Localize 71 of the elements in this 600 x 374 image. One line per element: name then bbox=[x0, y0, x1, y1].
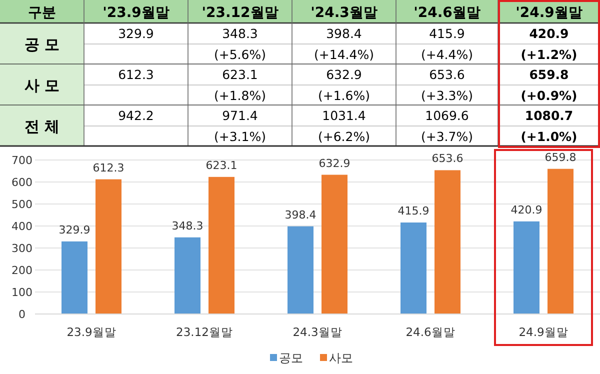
x-tick-label: 24.3월말 bbox=[292, 325, 342, 339]
text: (+1.2%) bbox=[520, 47, 578, 62]
x-tick-label: 23.9월말 bbox=[66, 325, 116, 339]
y-tick-label: 600 bbox=[12, 176, 32, 189]
x-tick-label: 24.9월말 bbox=[518, 325, 568, 339]
bar bbox=[400, 222, 426, 314]
x-tick-label: 24.6월말 bbox=[406, 325, 456, 339]
bar bbox=[288, 226, 314, 314]
data-label: 398.4 bbox=[326, 26, 362, 41]
bar bbox=[62, 241, 88, 314]
text: (+14.4%) bbox=[314, 47, 374, 62]
data-label: 329.9 bbox=[118, 26, 154, 41]
text: 971.4 bbox=[222, 108, 258, 123]
y-tick-label: 200 bbox=[12, 264, 32, 277]
text: 420.9 bbox=[510, 203, 542, 216]
text: (+0.9%) bbox=[520, 88, 578, 103]
data-label: 348.3 bbox=[222, 26, 258, 41]
text: 전 체 bbox=[24, 118, 60, 136]
y-tick-label: 0 bbox=[18, 308, 26, 321]
text: (+5.6%) bbox=[214, 47, 266, 62]
text: 공 모 bbox=[24, 36, 60, 54]
bar bbox=[514, 221, 540, 314]
y-tick-label: 400 bbox=[12, 220, 32, 233]
text: (+1.6%) bbox=[318, 88, 370, 103]
y-tick-label: 100 bbox=[12, 286, 32, 299]
text: 659.8 bbox=[544, 150, 576, 164]
data-label: 415.9 bbox=[429, 26, 465, 41]
text: 329.9 bbox=[58, 223, 90, 236]
text: '23.12월말 bbox=[202, 5, 278, 21]
y-tick-label: 500 bbox=[12, 198, 32, 211]
legend-label: 사모 bbox=[329, 351, 353, 365]
bar bbox=[548, 168, 574, 314]
text: (+3.7%) bbox=[421, 129, 473, 144]
text: 1031.4 bbox=[322, 108, 366, 123]
data-label: 653.6 bbox=[429, 67, 465, 82]
text: (+3.3%) bbox=[421, 88, 473, 103]
text: 415.9 bbox=[398, 204, 430, 218]
text: (+3.1%) bbox=[214, 129, 266, 144]
bar bbox=[174, 237, 200, 314]
text: (+4.4%) bbox=[421, 47, 473, 62]
data-label: 632.9 bbox=[326, 67, 362, 82]
text: (+6.2%) bbox=[318, 129, 370, 144]
text: 942.2 bbox=[118, 108, 154, 123]
text: 398.4 bbox=[284, 208, 316, 222]
text: 1080.7 bbox=[524, 108, 574, 123]
text: (+1.0%) bbox=[520, 129, 578, 144]
bar bbox=[322, 174, 348, 314]
text: 1069.6 bbox=[425, 108, 469, 123]
text: 구분 bbox=[28, 5, 56, 21]
bar bbox=[434, 170, 460, 314]
text: '23.9월말 bbox=[102, 5, 170, 21]
text: 612.3 bbox=[92, 161, 124, 174]
legend-label: 공모 bbox=[279, 351, 303, 365]
data-label: 612.3 bbox=[118, 67, 154, 82]
text: 653.6 bbox=[432, 152, 464, 166]
data-label: 420.9 bbox=[529, 26, 569, 41]
y-tick-label: 700 bbox=[12, 154, 32, 167]
x-tick-label: 23.12월말 bbox=[176, 325, 233, 339]
data-label: 659.8 bbox=[529, 67, 569, 82]
bar bbox=[208, 176, 234, 314]
text: 623.1 bbox=[206, 158, 238, 172]
text: 632.9 bbox=[318, 156, 350, 170]
bar bbox=[96, 179, 122, 314]
text: (+1.8%) bbox=[214, 88, 266, 103]
text: '24.3월말 bbox=[310, 5, 378, 21]
text: '24.9월말 bbox=[516, 5, 582, 21]
y-tick-label: 300 bbox=[12, 242, 32, 255]
text: 348.3 bbox=[172, 219, 204, 232]
data-label: 623.1 bbox=[222, 67, 258, 82]
text: 사 모 bbox=[24, 76, 60, 94]
text: '24.6월말 bbox=[414, 5, 480, 21]
